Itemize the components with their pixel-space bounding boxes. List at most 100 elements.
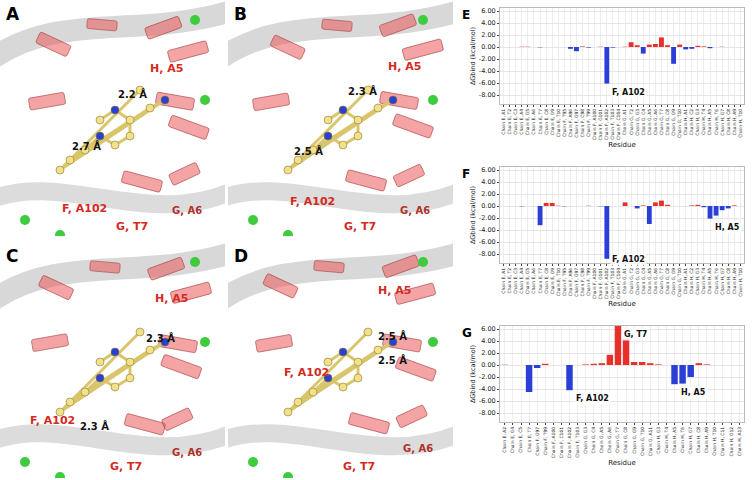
svg-text:-4.00: -4.00 [479,226,496,234]
svg-text:-2.00: -2.00 [479,373,496,381]
svg-text:Chain H, G3: Chain H, G3 [656,427,661,454]
svg-text:Chain H, T4: Chain H, T4 [701,268,706,294]
svg-text:6.00: 6.00 [481,7,495,15]
svg-text:Chain E, G9: Chain E, G9 [550,109,555,135]
svg-text:G, T7: G, T7 [110,460,142,473]
svg-text:Chain G, C8: Chain G, C8 [665,268,670,295]
svg-text:2.7 Å: 2.7 Å [72,140,101,152]
svg-text:H, A5: H, A5 [681,388,706,397]
svg-text:Chain H, A9: Chain H, A9 [704,427,709,454]
svg-text:Chain F, T99: Chain F, T99 [586,109,591,137]
svg-text:Chain E, A1: Chain E, A1 [501,109,506,135]
svg-text:Chain H, T6: Chain H, T6 [680,427,685,453]
svg-text:Chain F, G97: Chain F, G97 [535,427,540,456]
svg-text:Chain G, G9: Chain G, G9 [632,427,637,454]
svg-text:Chain E, C8: Chain E, C8 [544,109,549,135]
svg-text:Chain E, A1: Chain E, A1 [501,268,506,294]
svg-text:G, A6: G, A6 [403,443,433,454]
svg-text:F: F [462,167,470,181]
svg-text:0.00: 0.00 [481,361,495,369]
svg-text:-4.00: -4.00 [479,385,496,393]
svg-text:H, A5: H, A5 [388,60,421,73]
svg-text:Chain G, A6: Chain G, A6 [653,268,658,295]
svg-text:Chain F, T95: Chain F, T95 [562,268,567,296]
svg-text:ΔGbind (kcal/mol): ΔGbind (kcal/mol) [469,27,477,85]
svg-text:F, A102: F, A102 [576,394,609,403]
svg-text:Chain H, T4: Chain H, T4 [664,427,669,453]
svg-text:Chain G, G3: Chain G, G3 [635,109,640,136]
svg-text:Chain E, A4: Chain E, A4 [519,268,524,294]
svg-text:H, A5: H, A5 [150,62,183,75]
svg-text:Chain E, C3: Chain E, C3 [513,109,518,135]
svg-text:Chain F, A102: Chain F, A102 [567,427,572,459]
svg-text:-6.00: -6.00 [479,238,496,246]
svg-text:Chain E, T7: Chain E, T7 [527,427,532,453]
svg-text:Chain G, A1: Chain G, A1 [622,268,627,295]
svg-text:Chain H, A1: Chain H, A1 [683,268,688,295]
svg-text:Chain H, C2: Chain H, C2 [689,268,694,295]
svg-text:Chain G, T10: Chain G, T10 [677,268,682,297]
svg-text:2.5 Å: 2.5 Å [378,330,407,342]
svg-text:-2.00: -2.00 [479,214,496,222]
svg-text:4.00: 4.00 [481,19,495,27]
svg-text:Chain H, A5: Chain H, A5 [707,109,712,136]
svg-text:C: C [6,246,18,266]
svg-text:Chain F, G97: Chain F, G97 [574,109,579,138]
svg-text:-2.00: -2.00 [479,55,496,63]
svg-text:Chain H, C8: Chain H, C8 [696,427,701,454]
svg-text:-6.00: -6.00 [479,397,496,405]
svg-text:Chain G, A1: Chain G, A1 [622,109,627,136]
svg-text:G, T7: G, T7 [116,220,148,233]
svg-text:6.00: 6.00 [481,325,495,333]
svg-text:Chain H, G7: Chain H, G7 [688,427,693,454]
svg-text:Chain H, A5: Chain H, A5 [672,427,677,454]
svg-text:Chain E, A4: Chain E, A4 [519,109,524,135]
svg-text:Chain F, C104: Chain F, C104 [616,268,621,300]
svg-text:-8.00: -8.00 [479,409,496,417]
svg-text:Chain H, A9: Chain H, A9 [732,109,737,136]
svg-text:G, T7: G, T7 [343,460,375,473]
svg-text:2.5 Å: 2.5 Å [378,354,407,366]
svg-text:Chain F, C104: Chain F, C104 [616,109,621,141]
svg-text:G, A6: G, A6 [172,447,202,458]
svg-text:Residue: Residue [608,459,636,467]
svg-text:2.5 Å: 2.5 Å [294,145,323,157]
svg-text:F, A102: F, A102 [62,202,107,215]
svg-text:Chain F, T103: Chain F, T103 [610,268,615,299]
svg-text:Chain G, A5: Chain G, A5 [647,268,652,295]
svg-text:0.00: 0.00 [481,43,495,51]
svg-text:Chain E, T2: Chain E, T2 [507,268,512,294]
svg-text:Chain H, A5: Chain H, A5 [707,268,712,295]
svg-text:Chain G, A11: Chain G, A11 [648,427,653,457]
svg-text:Chain G, G9: Chain G, G9 [671,109,676,136]
svg-text:F, A102: F, A102 [290,195,335,208]
svg-text:2.3 Å: 2.3 Å [146,332,175,344]
svg-text:Chain G, C8: Chain G, C8 [624,427,629,454]
svg-text:Chain H, T10: Chain H, T10 [738,109,743,138]
svg-text:2.00: 2.00 [481,190,495,198]
svg-text:Chain G, A6: Chain G, A6 [653,109,658,136]
svg-text:Chain H, C11: Chain H, C11 [720,427,725,457]
svg-text:G: G [462,326,472,340]
svg-text:Residue: Residue [608,141,636,149]
svg-text:Chain E, C5: Chain E, C5 [518,427,523,453]
svg-text:Chain E, G4: Chain E, G4 [510,427,515,453]
svg-text:F, A102: F, A102 [284,366,329,379]
svg-text:Chain G, A5: Chain G, A5 [647,109,652,136]
svg-text:Chain H, A1: Chain H, A1 [683,109,688,136]
svg-text:Chain H, G3: Chain H, G3 [695,109,700,136]
svg-text:Chain G, T7: Chain G, T7 [615,427,620,453]
svg-text:Chain F, A102: Chain F, A102 [604,268,609,300]
svg-text:G, T7: G, T7 [624,330,647,339]
svg-text:Chain E, A6: Chain E, A6 [531,109,536,135]
svg-text:Chain G, C4: Chain G, C4 [641,109,646,136]
svg-text:H, A5: H, A5 [155,292,188,305]
svg-text:Chain E, T10: Chain E, T10 [556,268,561,297]
svg-text:Chain E, T10: Chain E, T10 [556,109,561,138]
svg-text:H, A5: H, A5 [715,223,740,232]
svg-text:Chain G, G9: Chain G, G9 [671,268,676,295]
svg-text:Chain F, T103: Chain F, T103 [575,427,580,458]
svg-text:E: E [462,8,470,22]
svg-text:-4.00: -4.00 [479,67,496,75]
svg-text:2.3 Å: 2.3 Å [348,85,377,97]
